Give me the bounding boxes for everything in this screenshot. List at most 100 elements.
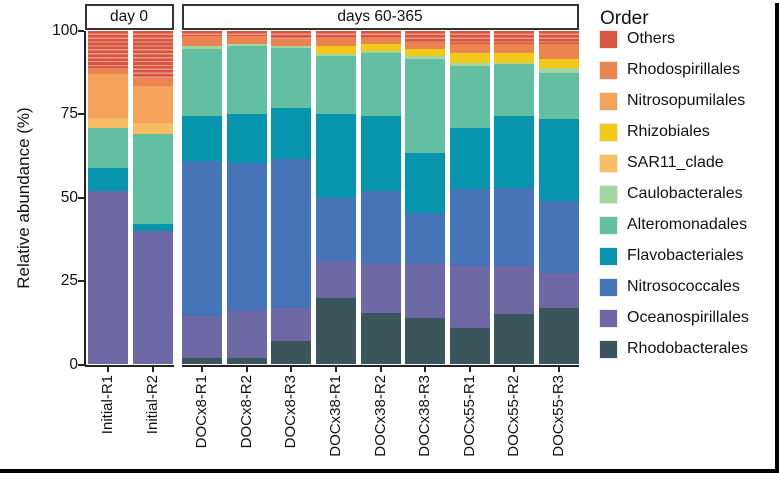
bar-segment-Rhodospirillales [132,77,173,87]
legend-label-Rhodobacterales: Rhodobacterales [627,340,748,357]
bar-segment-Rhodobacterales [494,314,535,365]
legend: Order Others Rhodospirillales Nitrosopumil… [599,8,749,359]
facet-label-days-60-365: days 60-365 [337,8,423,25]
bar-segment-SAR11_clade [88,117,128,128]
y-tick-label-0: 0 [69,355,78,373]
bar-segment-Rhizobiales [360,44,401,51]
bar-segment-Nitrosococcales [226,162,267,312]
bar-segment-Rhodospirillales [405,42,446,50]
bar-segment-Others [315,31,356,38]
bar-segment-Rhodospirillales [494,44,535,53]
bar-segment-Rhodospirillales [271,39,312,46]
legend-swatch-Nitrosococcales [599,277,618,297]
x-tick-label-DOCx55-R3: DOCx55-R3 [549,375,567,457]
x-tick-label-DOCx55-R2: DOCx55-R2 [505,375,523,457]
bar-segment-Flavobacteriales [88,167,128,192]
bar-segment-Caulobacterales [315,54,356,56]
legend-label-Flavobacteriales: Flavobacteriales [627,247,744,264]
bar-segment-Others [494,31,535,45]
y-tick-mark-25 [78,280,84,283]
bar-segment-Rhodospirillales [538,44,579,60]
legend-item-Rhodospirillales: Rhodospirillales [599,60,740,80]
x-axis-line-day0 [84,364,174,367]
x-tick-mark-DOCx8-R3 [290,366,293,372]
bar-segment-Oceanospirillales [132,231,173,365]
legend-label-Nitrosococcales: Nitrosococcales [627,278,740,295]
legend-item-Rhodobacterales: Rhodobacterales [599,339,748,359]
legend-label-SAR11_clade: SAR11_clade [627,154,724,171]
legend-item-Oceanospirillales: Oceanospirillales [599,308,749,328]
bar-DOCx38-R2 [360,31,401,365]
x-tick-mark-Initial-R2 [151,366,154,372]
bar-segment-Others [182,31,223,36]
bar-segment-Rhodobacterales [182,357,223,365]
y-tick-mark-75 [78,113,84,116]
x-tick-label-DOCx55-R1: DOCx55-R1 [460,375,478,457]
bar-segment-Oceanospirillales [88,191,128,365]
bar-segment-Nitrosococcales [494,187,535,267]
bar-DOCx8-R1 [182,31,223,365]
facet-strip-day0: day 0 [84,4,174,30]
bar-segment-Alteromonadales [494,64,535,117]
bar-segment-Others [405,31,446,43]
window-border-bottom [0,469,779,473]
bar-segment-Flavobacteriales [226,114,267,163]
bar-segment-Flavobacteriales [271,107,312,160]
bar-segment-Alteromonadales [449,66,490,128]
legend-label-Rhodospirillales: Rhodospirillales [627,61,740,78]
bar-segment-Flavobacteriales [360,116,401,192]
x-tick-label-DOCx38-R3: DOCx38-R3 [416,375,434,457]
x-tick-mark-DOCx38-R1 [334,366,337,372]
bar-segment-Caulobacterales [271,46,312,48]
x-tick-label-DOCx38-R2: DOCx38-R2 [371,375,389,457]
bar-segment-Alteromonadales [538,72,579,120]
x-tick-label-DOCx8-R2: DOCx8-R2 [237,375,255,449]
legend-item-Rhizobiales: Rhizobiales [599,122,710,142]
bar-segment-Oceanospirillales [360,264,401,313]
bar-segment-Rhodobacterales [405,317,446,365]
y-axis-title: Relative abundance (%) [14,107,33,289]
bar-segment-Oceanospirillales [538,272,579,308]
bar-segment-Oceanospirillales [405,264,446,318]
bar-segment-Flavobacteriales [315,114,356,198]
bar-segment-Alteromonadales [182,49,223,117]
bar-segment-Rhodospirillales [88,67,128,75]
legend-swatch-SAR11_clade [599,153,618,173]
legend-label-Others: Others [627,30,676,47]
bar-segment-Flavobacteriales [449,127,490,190]
x-tick-mark-DOCx55-R1 [468,366,471,372]
y-axis-line [84,31,86,366]
x-tick-mark-DOCx38-R3 [424,366,427,372]
bar-segment-Others [538,31,579,45]
legend-swatch-Alteromonadales [599,215,618,235]
bar-segment-Caulobacterales [226,44,267,46]
legend-item-Flavobacteriales: Flavobacteriales [599,246,744,266]
y-tick-mark-0 [78,363,84,366]
bar-segment-Oceanospirillales [182,316,223,358]
bar-segment-Oceanospirillales [449,266,490,328]
x-tick-label-Initial-R1: Initial-R1 [99,375,116,435]
x-tick-label-DOCx8-R1: DOCx8-R1 [193,375,211,449]
bar-segment-Nitrosococcales [449,189,490,267]
bar-segment-Caulobacterales [538,67,579,73]
bar-segment-Others [449,31,490,45]
bar-segment-Alteromonadales [315,56,356,115]
legend-swatch-Rhodospirillales [599,60,618,80]
legend-swatch-Rhodobacterales [599,339,618,359]
bar-segment-Rhodospirillales [182,36,223,46]
x-axis-line-days [181,364,579,367]
bar-DOCx38-R1 [315,31,356,365]
bar-segment-Nitrosococcales [315,197,356,262]
y-tick-mark-100 [78,30,84,32]
bar-segment-Alteromonadales [132,134,173,225]
bar-segment-Rhodobacterales [315,297,356,365]
x-tick-mark-DOCx8-R2 [245,366,248,372]
bar-segment-Nitrosococcales [360,191,401,265]
bar-segment-Others [226,31,267,36]
y-tick-label-25: 25 [60,272,78,290]
bar-segment-Oceanospirillales [226,311,267,358]
bar-segment-Nitrosopumilales [88,74,128,118]
bar-DOCx55-R3 [538,31,579,365]
bar-segment-Rhizobiales [494,52,535,63]
legend-swatch-Oceanospirillales [599,308,618,328]
